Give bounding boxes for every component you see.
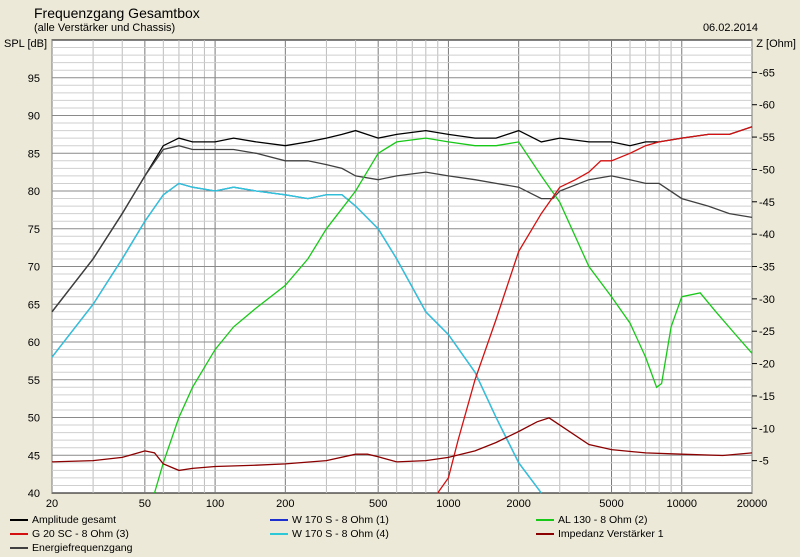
x-tick-label: 20 bbox=[46, 498, 58, 510]
y-tick-label: 85 bbox=[28, 148, 40, 160]
x-tick-label: 20000 bbox=[737, 498, 768, 510]
legend-swatch bbox=[10, 533, 28, 535]
y2-tick-label: -40 bbox=[759, 229, 775, 241]
x-tick-label: 100 bbox=[206, 498, 224, 510]
y2-tick-label: -30 bbox=[759, 294, 775, 306]
x-tick-label: 2000 bbox=[506, 498, 530, 510]
y-tick-label: 45 bbox=[28, 450, 40, 462]
x-tick-label: 500 bbox=[369, 498, 387, 510]
y-tick-label: 90 bbox=[28, 111, 40, 123]
chart-subtitle: (alle Verstärker und Chassis) bbox=[34, 22, 176, 34]
legend-label: Impedanz Verstärker 1 bbox=[558, 528, 664, 540]
y-tick-label: 60 bbox=[28, 337, 40, 349]
legend-swatch bbox=[10, 547, 28, 549]
y-tick-label: 40 bbox=[28, 488, 40, 500]
y2-tick-label: -50 bbox=[759, 164, 775, 176]
series-line-al-130-8-ohm-2 bbox=[153, 137, 753, 494]
legend-item: AL 130 - 8 Ohm (2) bbox=[536, 514, 647, 526]
x-tick-label: 5000 bbox=[599, 498, 623, 510]
y2-tick-label: -45 bbox=[759, 197, 775, 209]
y2-tick-label: -15 bbox=[759, 391, 775, 403]
series-line-impedanz-verst-rker-1 bbox=[51, 417, 753, 472]
y-axis-label-impedance: Z [Ohm] bbox=[756, 38, 796, 50]
legend-item: W 170 S - 8 Ohm (1) bbox=[270, 514, 389, 526]
legend-swatch bbox=[270, 533, 288, 535]
y2-tick-label: -5 bbox=[759, 456, 769, 468]
legend-label: Energiefrequenzgang bbox=[32, 542, 133, 554]
y2-tick-label: -10 bbox=[759, 423, 775, 435]
legend-label: W 170 S - 8 Ohm (4) bbox=[292, 528, 389, 540]
y2-tick-label: -25 bbox=[759, 326, 775, 338]
legend-item: W 170 S - 8 Ohm (4) bbox=[270, 528, 389, 540]
series-line-energiefrequenzgang bbox=[51, 145, 753, 313]
legend-item: Amplitude gesamt bbox=[10, 514, 116, 526]
legend-swatch bbox=[270, 519, 288, 521]
legend-item: Energiefrequenzgang bbox=[10, 542, 132, 554]
legend-label: AL 130 - 8 Ohm (2) bbox=[558, 514, 648, 526]
legend-label: G 20 SC - 8 Ohm (3) bbox=[32, 528, 129, 540]
y-tick-label: 75 bbox=[28, 224, 40, 236]
legend-label: Amplitude gesamt bbox=[32, 514, 117, 526]
x-tick-label: 50 bbox=[139, 498, 151, 510]
chart-date: 06.02.2014 bbox=[702, 22, 758, 34]
x-tick-label: 200 bbox=[276, 498, 294, 510]
y-tick-label: 80 bbox=[28, 186, 40, 198]
legend-item: G 20 SC - 8 Ohm (3) bbox=[10, 528, 129, 540]
legend-swatch bbox=[536, 533, 554, 535]
legend-swatch bbox=[10, 519, 28, 521]
legend-swatch bbox=[536, 519, 554, 521]
y2-tick-label: -65 bbox=[759, 67, 775, 79]
x-tick-label: 10000 bbox=[666, 498, 697, 510]
y-tick-label: 65 bbox=[28, 299, 40, 311]
series-line-w-170-s-8-ohm-4 bbox=[51, 182, 542, 494]
y-tick-label: 55 bbox=[28, 375, 40, 387]
x-tick-label: 1000 bbox=[436, 498, 460, 510]
y2-tick-label: -20 bbox=[759, 359, 775, 371]
y2-tick-label: -55 bbox=[759, 132, 775, 144]
legend-label: W 170 S - 8 Ohm (1) bbox=[292, 514, 389, 526]
y2-tick-label: -60 bbox=[759, 100, 775, 112]
y-tick-label: 70 bbox=[28, 262, 40, 274]
series-line-g-20-sc-8-ohm-3 bbox=[437, 126, 753, 494]
y-tick-label: 50 bbox=[28, 413, 40, 425]
y-tick-label: 95 bbox=[28, 73, 40, 85]
y2-tick-label: -35 bbox=[759, 262, 775, 274]
legend-item: Impedanz Verstärker 1 bbox=[536, 528, 664, 540]
chart-title: Frequenzgang Gesamtbox bbox=[34, 5, 200, 21]
y-axis-label-spl: SPL [dB] bbox=[4, 38, 48, 50]
series-line-amplitude-gesamt bbox=[51, 126, 753, 313]
